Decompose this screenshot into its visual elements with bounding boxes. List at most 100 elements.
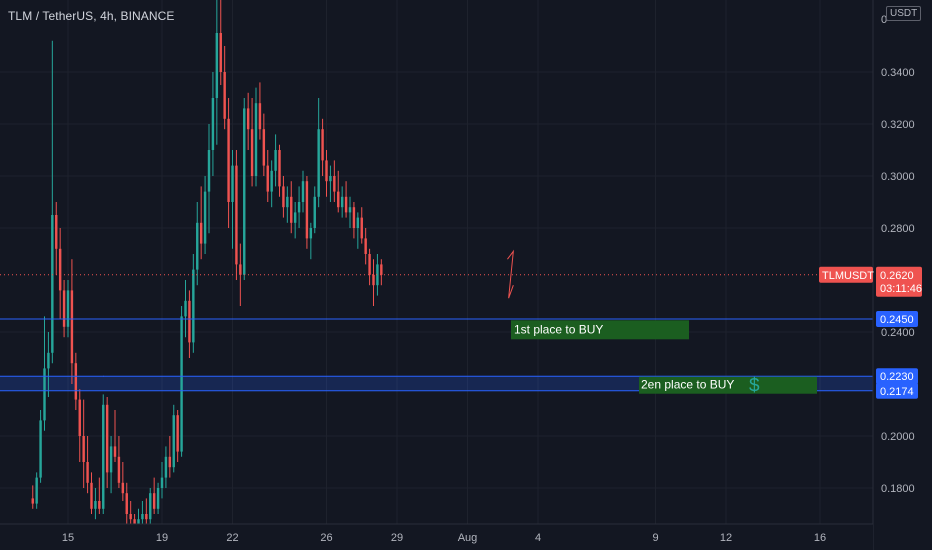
x-tick-label: 16	[814, 532, 826, 544]
y-tick-label: 0.2000	[881, 431, 915, 443]
candle-body	[168, 456, 172, 468]
y-tick-label: 0.3000	[881, 171, 915, 183]
last-price-label: 0.2620	[880, 270, 914, 282]
candle-body	[368, 254, 371, 275]
candle-body	[43, 368, 46, 421]
x-tick-label: 22	[226, 532, 238, 544]
level-price-label: 0.2450	[880, 314, 914, 326]
y-tick-label: 0	[881, 14, 887, 26]
candle-body	[125, 493, 128, 514]
wedge-drawing	[507, 249, 515, 299]
candle-body	[51, 215, 54, 353]
candle-body	[62, 290, 66, 327]
candle-body	[78, 399, 81, 436]
candle-body	[282, 186, 285, 208]
candle-body	[70, 290, 74, 364]
candle-body	[278, 150, 281, 187]
candle-body	[39, 420, 42, 478]
time-axis-bg	[0, 524, 873, 550]
candle-body	[219, 33, 222, 72]
symbol-tag-label: TLMUSDT	[822, 270, 874, 282]
candle-body	[337, 191, 340, 208]
candle-body	[184, 300, 187, 317]
candle-body	[372, 274, 375, 286]
candle-body	[376, 264, 379, 286]
candle-body	[203, 191, 207, 244]
y-tick-label: 0.3400	[881, 67, 915, 79]
level-price-label: 0.2174	[880, 386, 914, 398]
candle-body	[305, 181, 309, 239]
x-tick-label: Aug	[458, 532, 478, 544]
candle-body	[297, 202, 301, 213]
candle-body	[172, 415, 175, 468]
buy-zone-1-box	[511, 320, 689, 340]
countdown-label: 03:11:46	[880, 283, 922, 295]
candle-body	[105, 404, 109, 473]
candle-body	[199, 222, 203, 244]
candle-body	[258, 103, 262, 130]
candle-body	[94, 501, 97, 509]
candle-body	[286, 196, 289, 208]
candle-body	[270, 170, 273, 192]
candle-body	[196, 222, 199, 270]
candle-body	[262, 129, 266, 166]
level-price-tag	[876, 382, 918, 399]
candle-body	[274, 150, 277, 171]
y-tick-label: 0.1800	[881, 483, 915, 495]
symbol-tag	[819, 266, 873, 283]
candle-body	[180, 316, 183, 452]
candle-body	[344, 196, 348, 213]
candle-body	[250, 129, 254, 176]
candle-body	[301, 181, 305, 202]
candle-body	[98, 501, 101, 509]
level-price-tag	[876, 368, 918, 385]
y-tick-label: 0.3200	[881, 119, 915, 131]
candle-body	[121, 482, 125, 494]
x-tick-label: 12	[720, 532, 732, 544]
candle-body	[360, 217, 363, 239]
x-tick-label: 19	[156, 532, 168, 544]
candle-body	[141, 514, 144, 520]
candle-body	[82, 436, 85, 462]
candle-body	[109, 446, 113, 473]
candle-body	[58, 248, 62, 291]
candle-body	[246, 108, 250, 130]
candle-body	[176, 415, 179, 452]
candle-body	[156, 488, 160, 509]
candle-body	[145, 514, 148, 520]
buy-zone-2-label: 2en place to BUY	[641, 378, 734, 392]
x-tick-label: 26	[320, 532, 332, 544]
candle-body	[317, 129, 320, 197]
candle-body	[329, 176, 332, 182]
candle-body	[239, 264, 242, 275]
candle-body	[293, 212, 297, 223]
candle-body	[133, 519, 136, 525]
candle-body	[164, 456, 168, 478]
level-price-tag	[876, 311, 918, 327]
symbol-title[interactable]: TLM / TetherUS, 4h, BINANCE	[8, 9, 175, 23]
candle-body	[313, 196, 316, 228]
candle-body	[211, 98, 215, 150]
x-tick-label: 29	[391, 532, 403, 544]
candle-body	[113, 446, 117, 457]
candle-body	[160, 477, 164, 488]
level-price-label: 0.2230	[880, 371, 914, 383]
candle-body	[152, 493, 156, 509]
buy-zone-1-label: 1st place to BUY	[514, 322, 603, 336]
candle-body	[117, 456, 121, 483]
candle-body	[266, 165, 269, 192]
x-tick-label: 15	[62, 532, 74, 544]
x-tick-label: 9	[652, 532, 658, 544]
candle-body	[192, 269, 195, 343]
candle-body	[325, 160, 328, 182]
candle-body	[223, 72, 226, 119]
candle-body	[137, 519, 140, 525]
dollar-icon: $	[749, 376, 760, 397]
candle-body	[364, 238, 367, 254]
candle-body	[129, 514, 132, 520]
candle-body	[290, 196, 293, 223]
buy-zone-2-box	[639, 376, 817, 394]
currency-badge[interactable]: USDT	[886, 6, 922, 21]
candle-body	[380, 264, 383, 275]
